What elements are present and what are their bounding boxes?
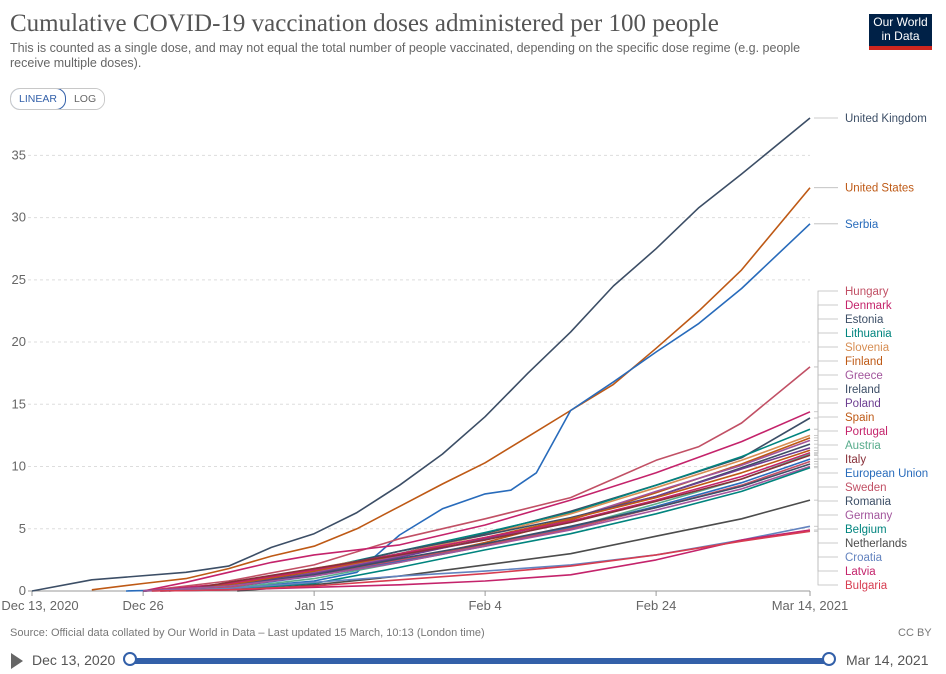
series-label-netherlands[interactable]: Netherlands [845, 538, 907, 550]
series-line-slovenia[interactable] [143, 434, 811, 592]
timeline-end-date: Mar 14, 2021 [846, 652, 929, 668]
series-label-belgium[interactable]: Belgium [845, 524, 887, 536]
grid-lines [28, 154, 810, 592]
series-line-serbia[interactable] [125, 223, 811, 592]
series-label-estonia[interactable]: Estonia [845, 314, 884, 326]
series-line-united-states[interactable] [91, 187, 811, 591]
series-line-united-kingdom[interactable] [31, 117, 811, 592]
label-connector [814, 454, 838, 460]
timeline-start-date: Dec 13, 2020 [32, 652, 116, 668]
series-label-ireland[interactable]: Ireland [845, 384, 880, 396]
y-tick-label: 0 [19, 583, 26, 598]
series-label-lithuania[interactable]: Lithuania [845, 328, 892, 340]
linear-scale-button[interactable]: LINEAR [11, 89, 66, 109]
series-label-germany[interactable]: Germany [845, 510, 893, 522]
series-label-sweden[interactable]: Sweden [845, 482, 887, 494]
x-tick-label: Dec 26 [123, 598, 164, 613]
y-tick-label: 5 [19, 521, 26, 536]
series-label-united-states[interactable]: United States [845, 183, 914, 195]
series-line-bulgaria[interactable] [151, 530, 811, 592]
label-connector [814, 444, 838, 455]
series-labels: United Kingdom United States Serbia Hungary… [845, 113, 928, 592]
series-line-germany[interactable] [143, 465, 811, 592]
timeline-end-handle[interactable] [822, 652, 836, 666]
series-label-serbia[interactable]: Serbia [845, 219, 879, 231]
label-connector [814, 499, 838, 544]
series-label-denmark[interactable]: Denmark [845, 300, 892, 312]
series-label-italy[interactable]: Italy [845, 454, 866, 466]
series-label-finland[interactable]: Finland [845, 356, 883, 368]
series-line-belgium[interactable] [160, 467, 811, 592]
series-label-greece[interactable]: Greece [845, 370, 883, 382]
timeline-track[interactable] [130, 658, 830, 664]
source-note: Source: Official data collated by Our Wo… [10, 627, 485, 639]
series-label-latvia[interactable]: Latvia [845, 566, 876, 578]
x-tick-label: Feb 4 [468, 598, 501, 613]
chart-subtitle: This is counted as a single dose, and ma… [10, 41, 801, 70]
series-label-croatia[interactable]: Croatia [845, 552, 883, 564]
logo-line-1: Our World [873, 15, 928, 29]
series-label-european-union[interactable]: European Union [845, 468, 928, 480]
logo-line-2: in Data [881, 29, 920, 43]
series-label-poland[interactable]: Poland [845, 398, 881, 410]
series-label-austria[interactable]: Austria [845, 440, 881, 452]
series-label-hungary[interactable]: Hungary [845, 286, 889, 298]
series-line-portugal[interactable] [143, 452, 811, 592]
y-tick-label: 20 [12, 334, 26, 349]
series-lines [31, 117, 811, 592]
series-label-spain[interactable]: Spain [845, 412, 874, 424]
line-chart: 0 5 10 15 20 25 30 35 Dec 13, 2020 Dec 26 Jan 15 F… [1, 113, 928, 613]
series-label-romania[interactable]: Romania [845, 496, 892, 508]
label-connector [814, 430, 838, 454]
series-line-hungary[interactable] [143, 366, 811, 592]
scale-toggle: LINEAR LOG [10, 88, 106, 110]
series-label-slovenia[interactable]: Slovenia [845, 342, 890, 354]
series-line-denmark[interactable] [142, 411, 811, 592]
license-link[interactable]: CC BY [898, 627, 932, 639]
log-scale-button[interactable]: LOG [65, 89, 105, 109]
y-axis-ticks: 0 5 10 15 20 25 30 35 [12, 147, 26, 598]
chart-title: Cumulative COVID-19 vaccination doses ad… [10, 10, 719, 37]
timeline: Dec 13, 2020 Mar 14, 2021 [0, 648, 946, 674]
x-axis-ticks: Dec 13, 2020 Dec 26 Jan 15 Feb 4 Feb 24 Mar 1… [1, 591, 848, 613]
y-tick-label: 25 [12, 272, 26, 287]
y-tick-label: 15 [12, 396, 26, 411]
timeline-start-handle[interactable] [123, 652, 137, 666]
series-line-italy[interactable] [143, 454, 811, 592]
y-tick-label: 10 [12, 459, 26, 474]
y-tick-label: 35 [12, 147, 26, 162]
series-label-bulgaria[interactable]: Bulgaria [845, 580, 888, 592]
x-tick-label: Mar 14, 2021 [772, 598, 849, 613]
y-tick-label: 30 [12, 210, 26, 225]
x-tick-label: Dec 13, 2020 [1, 598, 78, 613]
label-connectors [814, 117, 838, 586]
owid-logo[interactable]: Our World in Data [869, 14, 932, 50]
series-label-united-kingdom[interactable]: United Kingdom [845, 113, 927, 125]
label-connector [814, 467, 838, 530]
play-icon[interactable] [11, 653, 23, 669]
x-tick-label: Jan 15 [295, 598, 334, 613]
label-connector [814, 530, 838, 586]
series-label-portugal[interactable]: Portugal [845, 426, 888, 438]
x-tick-label: Feb 24 [636, 598, 676, 613]
series-line-finland[interactable] [143, 437, 811, 592]
series-line-netherlands[interactable] [237, 499, 811, 592]
